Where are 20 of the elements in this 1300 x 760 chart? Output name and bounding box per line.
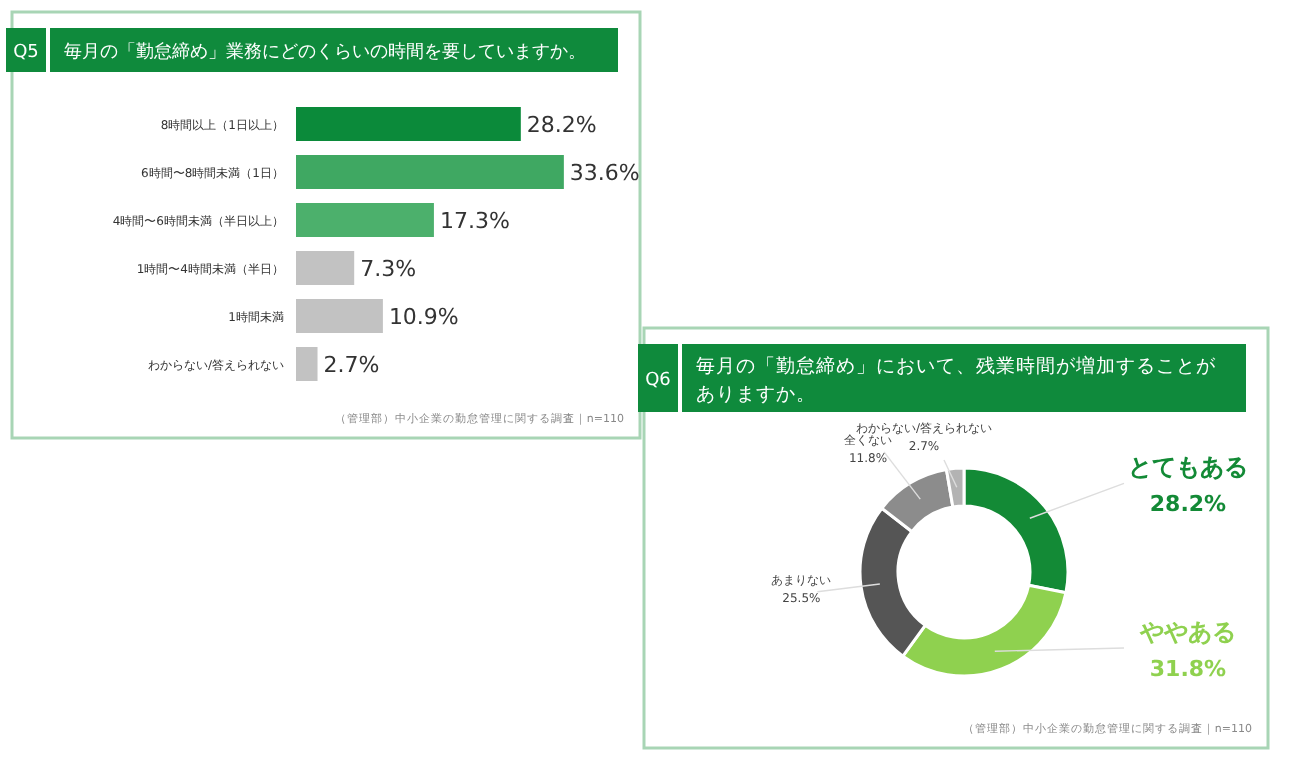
data-label: 17.3% (439, 208, 510, 234)
bar (296, 299, 383, 333)
slice-label: ややある (1138, 618, 1236, 646)
text: Q5 (13, 43, 39, 63)
data-label: 28.2% (526, 112, 597, 138)
bar (296, 155, 564, 189)
chart-title: 毎月の「勤怠締め」において、残業時間が増加することがありますか。 (696, 354, 1218, 406)
slice-label: とてもある (1128, 453, 1248, 482)
data-label: 7.3% (360, 256, 417, 282)
bar (296, 203, 434, 237)
data-label: 10.9% (388, 304, 459, 330)
bar (296, 347, 318, 381)
data-label: 33.6% (569, 160, 640, 186)
bar (296, 251, 355, 285)
chart-title: 毎月の「勤怠締め」業務にどのくらいの時間を要していますか。 (64, 41, 586, 63)
bar (296, 107, 521, 141)
data-label: 28.2% (1149, 491, 1227, 518)
data-label: 2.7% (323, 352, 380, 378)
text: Q6 (645, 371, 672, 391)
data-label: 31.8% (1149, 656, 1227, 682)
